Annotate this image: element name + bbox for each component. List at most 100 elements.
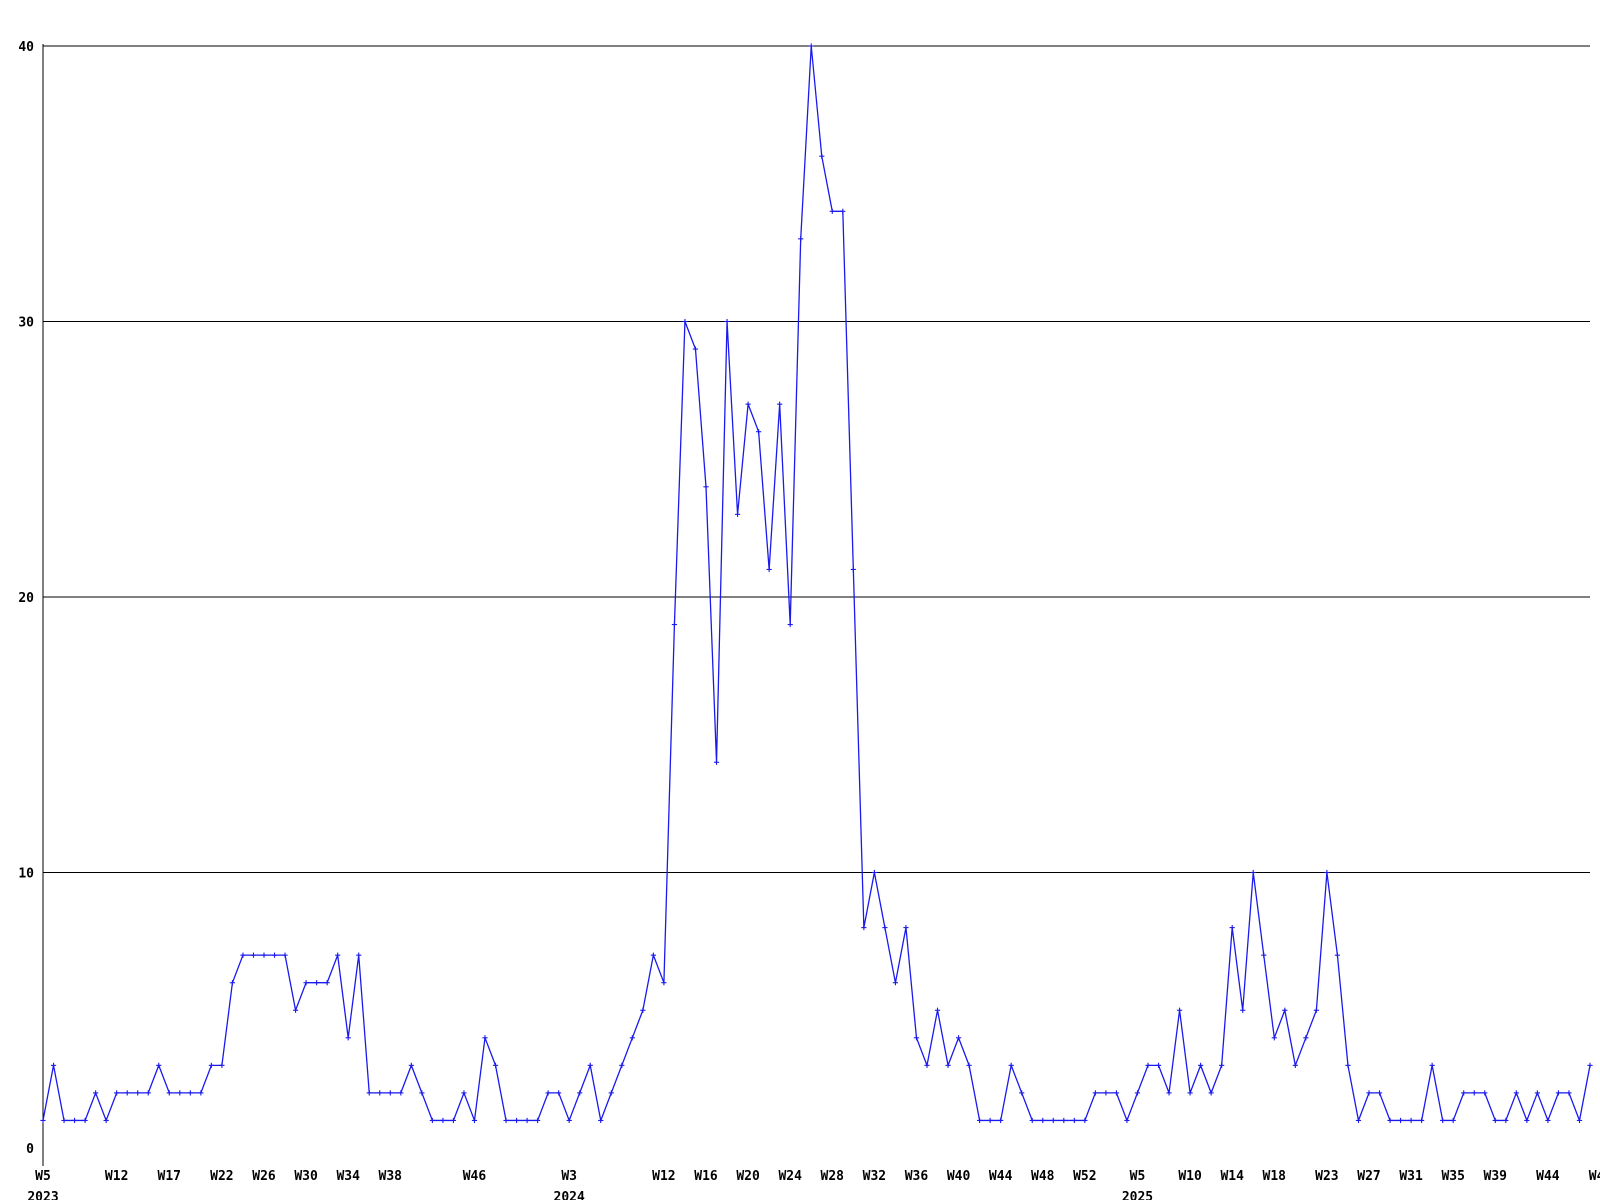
data-point (240, 952, 246, 958)
data-point (577, 1090, 583, 1096)
x-tick-label-16: W36 (905, 1169, 929, 1184)
data-point (50, 1062, 57, 1068)
data-point (629, 1035, 635, 1041)
data-point (977, 1117, 983, 1124)
plot-frame (42, 44, 1590, 1166)
data-point (1492, 1117, 1498, 1124)
data-point (692, 346, 699, 352)
y-tick-label-30: 30 (18, 316, 34, 331)
data-point (482, 1035, 488, 1041)
data-point (756, 429, 762, 435)
data-point (450, 1117, 457, 1124)
x-tick-label-24: W18 (1263, 1169, 1287, 1184)
x-tick-label-1: W12 (105, 1169, 128, 1184)
data-point (913, 1035, 920, 1041)
data-point (261, 952, 267, 958)
x-tick-label-5: W30 (294, 1169, 318, 1184)
data-point (840, 208, 846, 214)
data-point (1545, 1117, 1551, 1124)
data-point (503, 1117, 509, 1124)
data-point (324, 980, 330, 986)
x-tick-label-20: W52 (1073, 1169, 1096, 1184)
data-point (166, 1090, 172, 1096)
data-point (892, 980, 899, 986)
data-point (1419, 1117, 1425, 1124)
y-tick-label-0: 0 (26, 1142, 34, 1157)
x-axis-year-labels: 2023202420252026 (27, 1190, 1153, 1200)
data-point (292, 1007, 299, 1013)
data-point (471, 1117, 478, 1124)
data-point (282, 952, 288, 958)
data-point (1124, 1117, 1130, 1124)
data-point (850, 566, 856, 573)
data-point (198, 1090, 204, 1096)
data-point (966, 1062, 972, 1068)
data-point (377, 1090, 383, 1096)
data-point (492, 1062, 499, 1068)
data-point (1355, 1117, 1362, 1124)
data-point (1461, 1090, 1467, 1096)
data-point (819, 153, 825, 159)
x-tick-label-7: W38 (379, 1169, 403, 1184)
data-point (650, 952, 656, 958)
data-point (1450, 1117, 1456, 1124)
data-point (998, 1117, 1004, 1124)
data-point (745, 401, 751, 407)
data-point (777, 401, 783, 407)
x-tick-label-4: W26 (252, 1169, 276, 1184)
data-point (734, 511, 741, 517)
x-tick-label-8: W46 (463, 1169, 487, 1184)
data-point (1376, 1090, 1383, 1096)
y-tick-label-40: 40 (18, 40, 34, 55)
data-point (1345, 1062, 1351, 1068)
data-point (61, 1117, 67, 1124)
data-point (1271, 1035, 1277, 1041)
data-point (398, 1090, 404, 1096)
x-tick-label-17: W40 (947, 1169, 971, 1184)
x-tick-label-2: W17 (158, 1169, 181, 1184)
data-point (1219, 1062, 1225, 1068)
data-point (513, 1117, 520, 1124)
x-year-label-2025: 2025 (1122, 1190, 1153, 1200)
data-point (1061, 1117, 1067, 1124)
data-point (314, 980, 320, 986)
x-tick-label-14: W28 (821, 1169, 845, 1184)
data-point (703, 484, 709, 490)
data-point (1008, 1062, 1014, 1068)
data-point (1513, 1090, 1519, 1096)
data-point (1250, 869, 1256, 876)
data-point (103, 1117, 109, 1124)
series-polyline (42, 45, 1591, 1123)
data-point (1482, 1090, 1488, 1096)
data-point (187, 1090, 193, 1096)
series-markers (40, 43, 1593, 1124)
data-point (71, 1117, 78, 1124)
data-point (682, 318, 688, 325)
data-point (1229, 925, 1235, 931)
series-line (42, 45, 1591, 1123)
x-tick-label-30: W44 (1536, 1169, 1560, 1184)
data-point (345, 1035, 351, 1041)
y-tick-label-10: 10 (18, 867, 34, 882)
data-point (1303, 1035, 1309, 1041)
data-point (619, 1062, 625, 1068)
data-point (366, 1090, 372, 1096)
data-point (924, 1062, 930, 1068)
x-tick-label-26: W27 (1357, 1169, 1380, 1184)
data-point (124, 1090, 130, 1096)
x-tick-label-19: W48 (1031, 1169, 1055, 1184)
data-point (608, 1090, 614, 1096)
x-tick-label-31: W49 (1589, 1169, 1600, 1184)
data-point (40, 1117, 46, 1124)
data-point (1261, 952, 1267, 958)
data-point (440, 1117, 446, 1124)
data-point (219, 1062, 225, 1068)
data-point (1429, 1062, 1435, 1068)
data-point (1408, 1117, 1414, 1124)
data-point (229, 980, 236, 986)
data-point (1471, 1090, 1477, 1096)
data-point (93, 1090, 99, 1096)
data-point (934, 1007, 941, 1013)
data-point (1587, 1062, 1593, 1068)
